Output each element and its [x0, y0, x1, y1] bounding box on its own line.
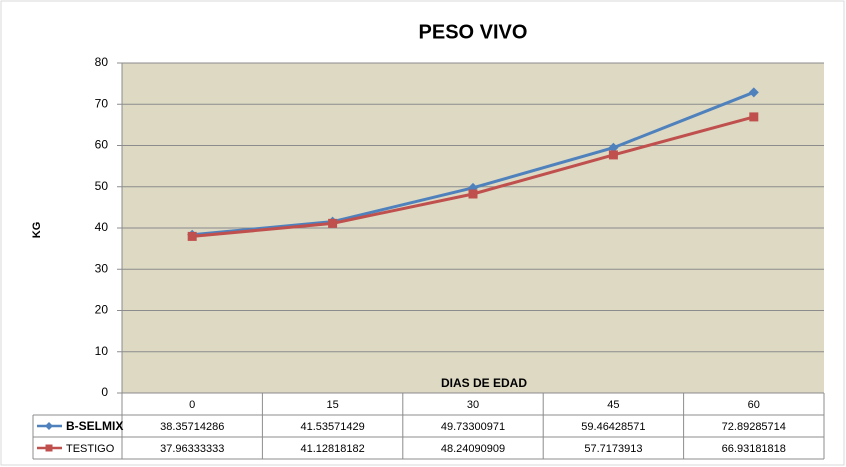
marker	[608, 150, 618, 160]
x-axis-title: DIAS DE EDAD	[441, 376, 527, 390]
marker	[749, 112, 759, 122]
table-value: 37.96333333	[160, 443, 224, 455]
legend-marker	[45, 422, 53, 430]
table-value: 72.89285714	[722, 421, 786, 433]
y-tick-label: 70	[95, 96, 109, 110]
y-tick-label: 60	[95, 138, 109, 152]
y-axis-title: KG	[31, 222, 43, 239]
y-tick-label: 20	[95, 303, 109, 317]
marker	[187, 231, 197, 241]
y-tick-label: 50	[95, 179, 109, 193]
marker	[608, 142, 619, 153]
table-value: 59.46428571	[581, 421, 645, 433]
table-value: 66.93181818	[722, 443, 786, 455]
x-tick-label: 30	[467, 399, 479, 411]
marker	[328, 218, 338, 228]
marker	[468, 189, 478, 199]
chart-title: PESO VIVO	[419, 21, 528, 43]
x-tick-label: 15	[326, 399, 338, 411]
table-value: 57.7173913	[584, 443, 642, 455]
legend-marker	[45, 444, 53, 452]
y-tick-label: 10	[95, 344, 109, 358]
y-tick-label: 40	[95, 220, 109, 234]
marker	[748, 87, 759, 98]
table-value: 48.24090909	[441, 443, 505, 455]
legend-label: TESTIGO	[66, 443, 115, 455]
table-value: 49.73300971	[441, 421, 505, 433]
table-value: 41.53571429	[300, 421, 364, 433]
y-tick-label: 30	[95, 261, 109, 275]
x-tick-label: 0	[189, 399, 195, 411]
table-value: 41.12818182	[300, 443, 364, 455]
y-tick-label: 0	[101, 385, 108, 399]
y-tick-label: 80	[95, 55, 109, 69]
legend-label: B-SELMIX	[66, 419, 123, 433]
table-value: 38.35714286	[160, 421, 224, 433]
x-tick-label: 45	[607, 399, 619, 411]
x-tick-label: 60	[748, 399, 760, 411]
